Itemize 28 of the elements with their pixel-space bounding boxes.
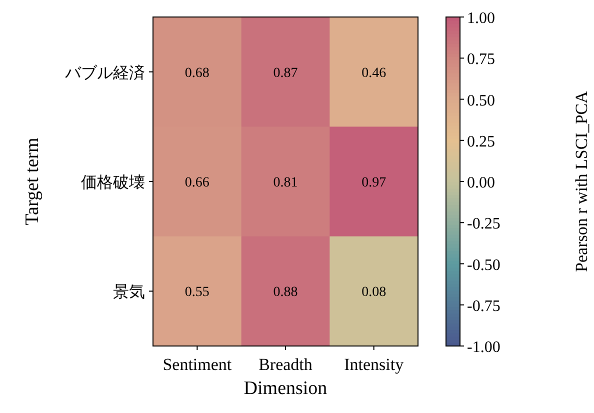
data-label: 0.55 <box>184 285 210 300</box>
x-tick-label: Intensity <box>344 355 404 374</box>
y-tick-label: バブル経済 <box>64 64 145 82</box>
heatmap: 0.68 0.87 0.46 0.66 0.81 0.97 0.55 0.88 0.08 <box>153 17 418 346</box>
color-bar-label: 0.25 <box>467 133 495 150</box>
data-label: 0.87 <box>273 66 298 81</box>
color-bar-label: 1.00 <box>467 10 495 27</box>
data-label: 0.66 <box>184 176 210 190</box>
color-bar-label: -0.50 <box>467 256 500 274</box>
color-bar-title: Pearson r with LSCI_PCA <box>572 90 591 272</box>
data-label: 0.68 <box>184 66 210 81</box>
color-bar-label: -0.75 <box>467 298 500 315</box>
color-bar-label: 0.50 <box>467 92 495 110</box>
data-label: 0.97 <box>362 176 386 190</box>
data-label: 0.08 <box>362 285 386 300</box>
data-label: 0.46 <box>362 66 386 81</box>
x-tick-label: Breadth <box>258 355 313 374</box>
y-axis-title: Target term <box>22 138 43 226</box>
y-tick-label: 景気 <box>113 284 145 302</box>
x-tick-label: Sentiment <box>162 355 232 374</box>
color-bar-label: 0.00 <box>467 174 495 192</box>
y-tick-label: 価格破壊 <box>81 174 145 192</box>
color-bar-label: -1.00 <box>467 339 500 356</box>
data-label: 0.81 <box>273 176 298 190</box>
data-label: 0.88 <box>273 285 298 300</box>
color-bar-label: 0.75 <box>467 51 495 68</box>
x-axis-title: Dimension <box>244 378 328 399</box>
color-bar-label: -0.25 <box>467 216 500 233</box>
